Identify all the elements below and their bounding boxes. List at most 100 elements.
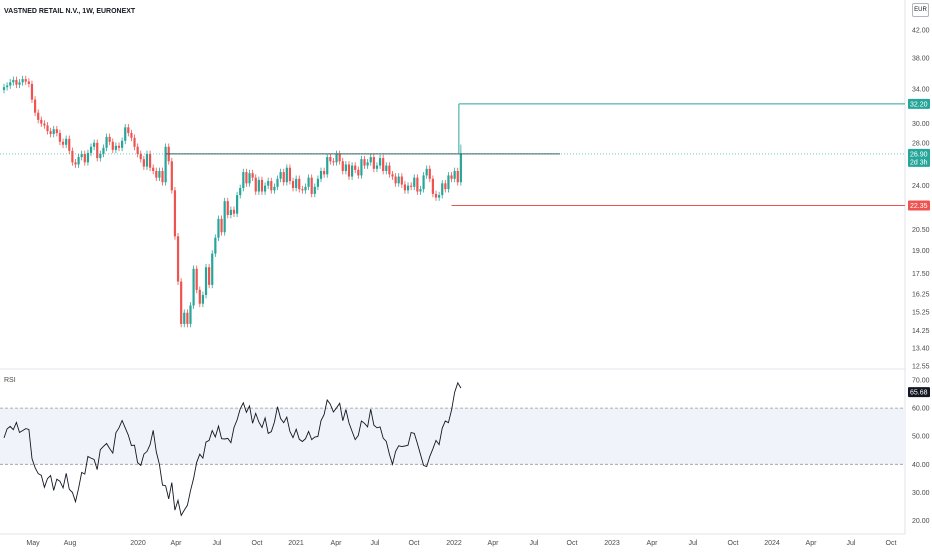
candle-body [282, 172, 285, 183]
candle [136, 143, 139, 158]
candle-body [136, 146, 139, 154]
candle-body [15, 79, 18, 85]
currency-badge[interactable]: EUR [912, 3, 929, 17]
time-axis-tick: Jul [213, 540, 222, 547]
candle [55, 125, 58, 137]
candle [105, 133, 108, 152]
candle-body [403, 184, 407, 191]
candle-body [434, 193, 438, 198]
candle [58, 129, 62, 146]
time-axis-tick: May [26, 540, 40, 547]
candle [6, 82, 9, 91]
time-axis-tick: Apr [647, 540, 659, 547]
candle [350, 162, 354, 180]
candle-body [450, 175, 453, 179]
candle-body [354, 165, 357, 170]
candle-body [130, 133, 133, 138]
candle [357, 166, 360, 179]
candle-body [211, 253, 214, 285]
candle [431, 175, 435, 198]
candle [410, 182, 413, 191]
candle-body [276, 178, 279, 187]
candle [236, 191, 239, 218]
candle-body [55, 129, 58, 134]
candle [52, 125, 55, 138]
candle-body [388, 165, 391, 175]
candle [360, 155, 363, 179]
candle-body [61, 141, 65, 145]
candle-body [338, 153, 341, 162]
candles-group [2, 75, 462, 328]
candle [229, 206, 232, 219]
candle-body [366, 162, 369, 166]
candle [388, 162, 391, 178]
time-axis-tick: Oct [567, 540, 578, 547]
candle-body [360, 159, 363, 176]
candle-body [232, 209, 236, 214]
time-axis-tick: Aug [64, 540, 77, 547]
candle [391, 170, 394, 180]
candle-body [413, 177, 416, 187]
candle-body [65, 138, 68, 145]
candle-body [93, 142, 96, 147]
candle-body [419, 189, 422, 192]
candle [341, 157, 344, 175]
candle [124, 124, 127, 145]
candle-body [77, 157, 80, 165]
candle-body [326, 157, 329, 175]
candle-body [313, 186, 316, 194]
candle-body [37, 112, 40, 120]
candle [428, 165, 431, 183]
candle-body [198, 289, 201, 304]
time-axis-tick: Apr [171, 540, 183, 547]
candle-body [52, 129, 55, 134]
candle [295, 175, 298, 192]
rsi-axis-tick: 20.00 [912, 518, 930, 525]
candle-body [335, 153, 338, 163]
candle-body [270, 181, 273, 191]
candle [155, 167, 158, 182]
candle-body [139, 153, 142, 160]
time-axis-tick: Jul [847, 540, 856, 547]
time-axis-tick: Oct [728, 540, 739, 547]
time-axis-tick: Apr [806, 540, 818, 547]
candle [416, 174, 419, 195]
candle [326, 153, 329, 178]
price-axis-tick: 17.50 [912, 271, 930, 278]
candle-body [102, 147, 105, 154]
candle-body [40, 119, 43, 124]
candle-body [195, 268, 198, 290]
candle [441, 180, 444, 199]
candle-body [347, 164, 351, 177]
candle [21, 75, 24, 86]
candle [329, 153, 332, 165]
price-axis-tick: 38.00 [912, 55, 930, 62]
candle-body [239, 187, 242, 196]
candle-body [257, 179, 260, 192]
candle-body [127, 127, 130, 134]
candle-body [382, 158, 385, 171]
candle [208, 263, 211, 289]
candle-body [117, 145, 121, 148]
candle [450, 172, 453, 183]
candle-body [6, 85, 9, 88]
candle-body [86, 152, 90, 163]
candle-body [236, 195, 239, 214]
price-axis-tick: 24.00 [912, 183, 930, 190]
candle-body [295, 178, 298, 188]
candle-body [186, 312, 189, 324]
candle-body [254, 177, 257, 192]
candle [89, 143, 93, 157]
candle-body [148, 153, 152, 168]
candle [86, 149, 90, 166]
candle-body [201, 294, 205, 304]
candle-body [273, 186, 276, 191]
candle-body [192, 268, 195, 306]
candle [338, 150, 341, 165]
rsi-line [3, 381, 462, 517]
candle-body [301, 189, 304, 191]
candle [425, 165, 428, 179]
candle-body [425, 168, 428, 176]
